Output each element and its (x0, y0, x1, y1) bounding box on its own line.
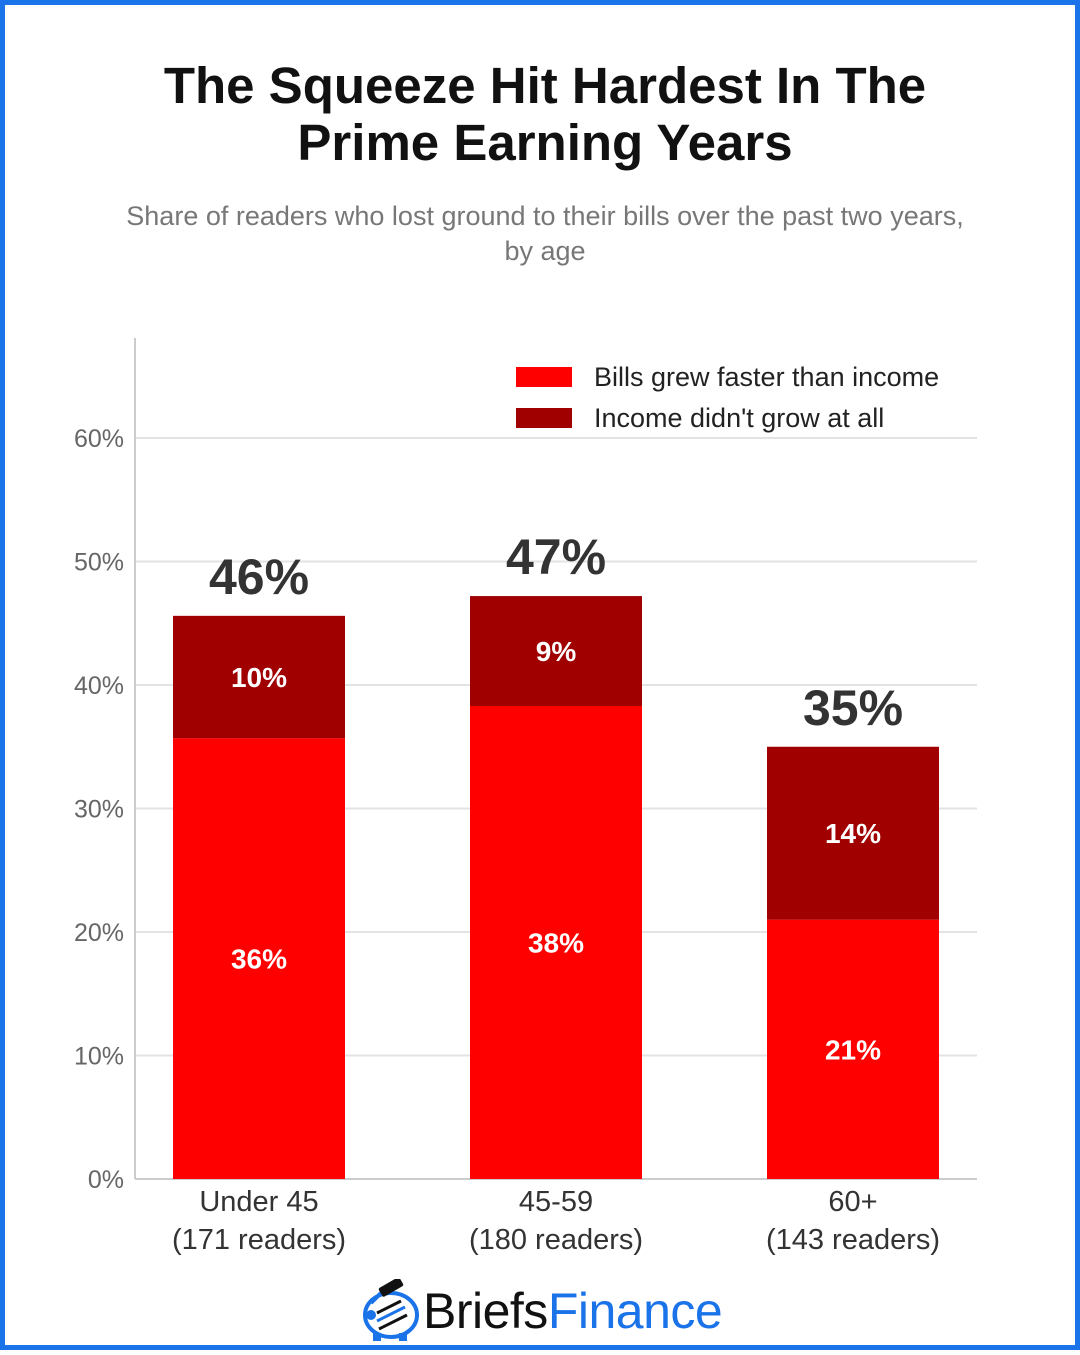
bar-segment (470, 596, 642, 706)
brand-name-part2: Finance (547, 1283, 723, 1339)
x-tick-label: (143 readers) (766, 1224, 940, 1256)
bar-segment (470, 705, 642, 1179)
brand-name: BriefsFinance (423, 1281, 723, 1341)
y-tick-label: 20% (74, 919, 124, 947)
y-tick-label: 40% (74, 672, 124, 700)
x-tick-label: 60+ (828, 1186, 877, 1218)
y-tick-label: 0% (88, 1166, 124, 1194)
legend-label: Income didn't grow at all (594, 403, 884, 433)
bar-total-label: 47% (506, 529, 606, 585)
y-tick-label: 50% (74, 549, 124, 577)
chart-subtitle: Share of readers who lost ground to thei… (126, 201, 964, 266)
bar-value-label: 36% (231, 944, 287, 975)
y-tick-label: 60% (74, 425, 124, 453)
stacked-bar-chart: 0% 10% 20% 30% 40% 50% 60% 36% 10% 46% Under 45 (17… (74, 338, 977, 1256)
legend-label: Bills grew faster than income (594, 362, 939, 392)
bar-value-label: 14% (825, 818, 881, 849)
x-tick-label: Under 45 (199, 1186, 318, 1218)
bar-value-label: 9% (536, 636, 577, 667)
y-tick-label: 30% (74, 796, 124, 824)
x-tick-label: 45-59 (519, 1186, 593, 1218)
brand-name-part1: Briefs (423, 1283, 548, 1339)
bar-segment (173, 615, 345, 739)
legend-swatch (516, 367, 572, 387)
bar-segment (767, 746, 939, 920)
brand-logo: BriefsFinance (357, 1277, 737, 1345)
bar-value-label: 38% (528, 927, 584, 958)
x-tick-label: (180 readers) (469, 1224, 643, 1256)
bar-value-label: 21% (825, 1034, 881, 1065)
bar-total-label: 46% (209, 549, 309, 605)
bar-value-label: 10% (231, 662, 287, 693)
chart-title: The Squeeze Hit Hardest In The Prime Ear… (163, 57, 927, 171)
x-tick-label: (171 readers) (172, 1224, 346, 1256)
legend-swatch (516, 408, 572, 428)
bar-total-label: 35% (803, 680, 903, 736)
bar-segment (173, 738, 345, 1179)
piggy-bank-icon (363, 1279, 419, 1341)
bar-segment (767, 919, 939, 1179)
y-tick-label: 10% (74, 1043, 124, 1071)
